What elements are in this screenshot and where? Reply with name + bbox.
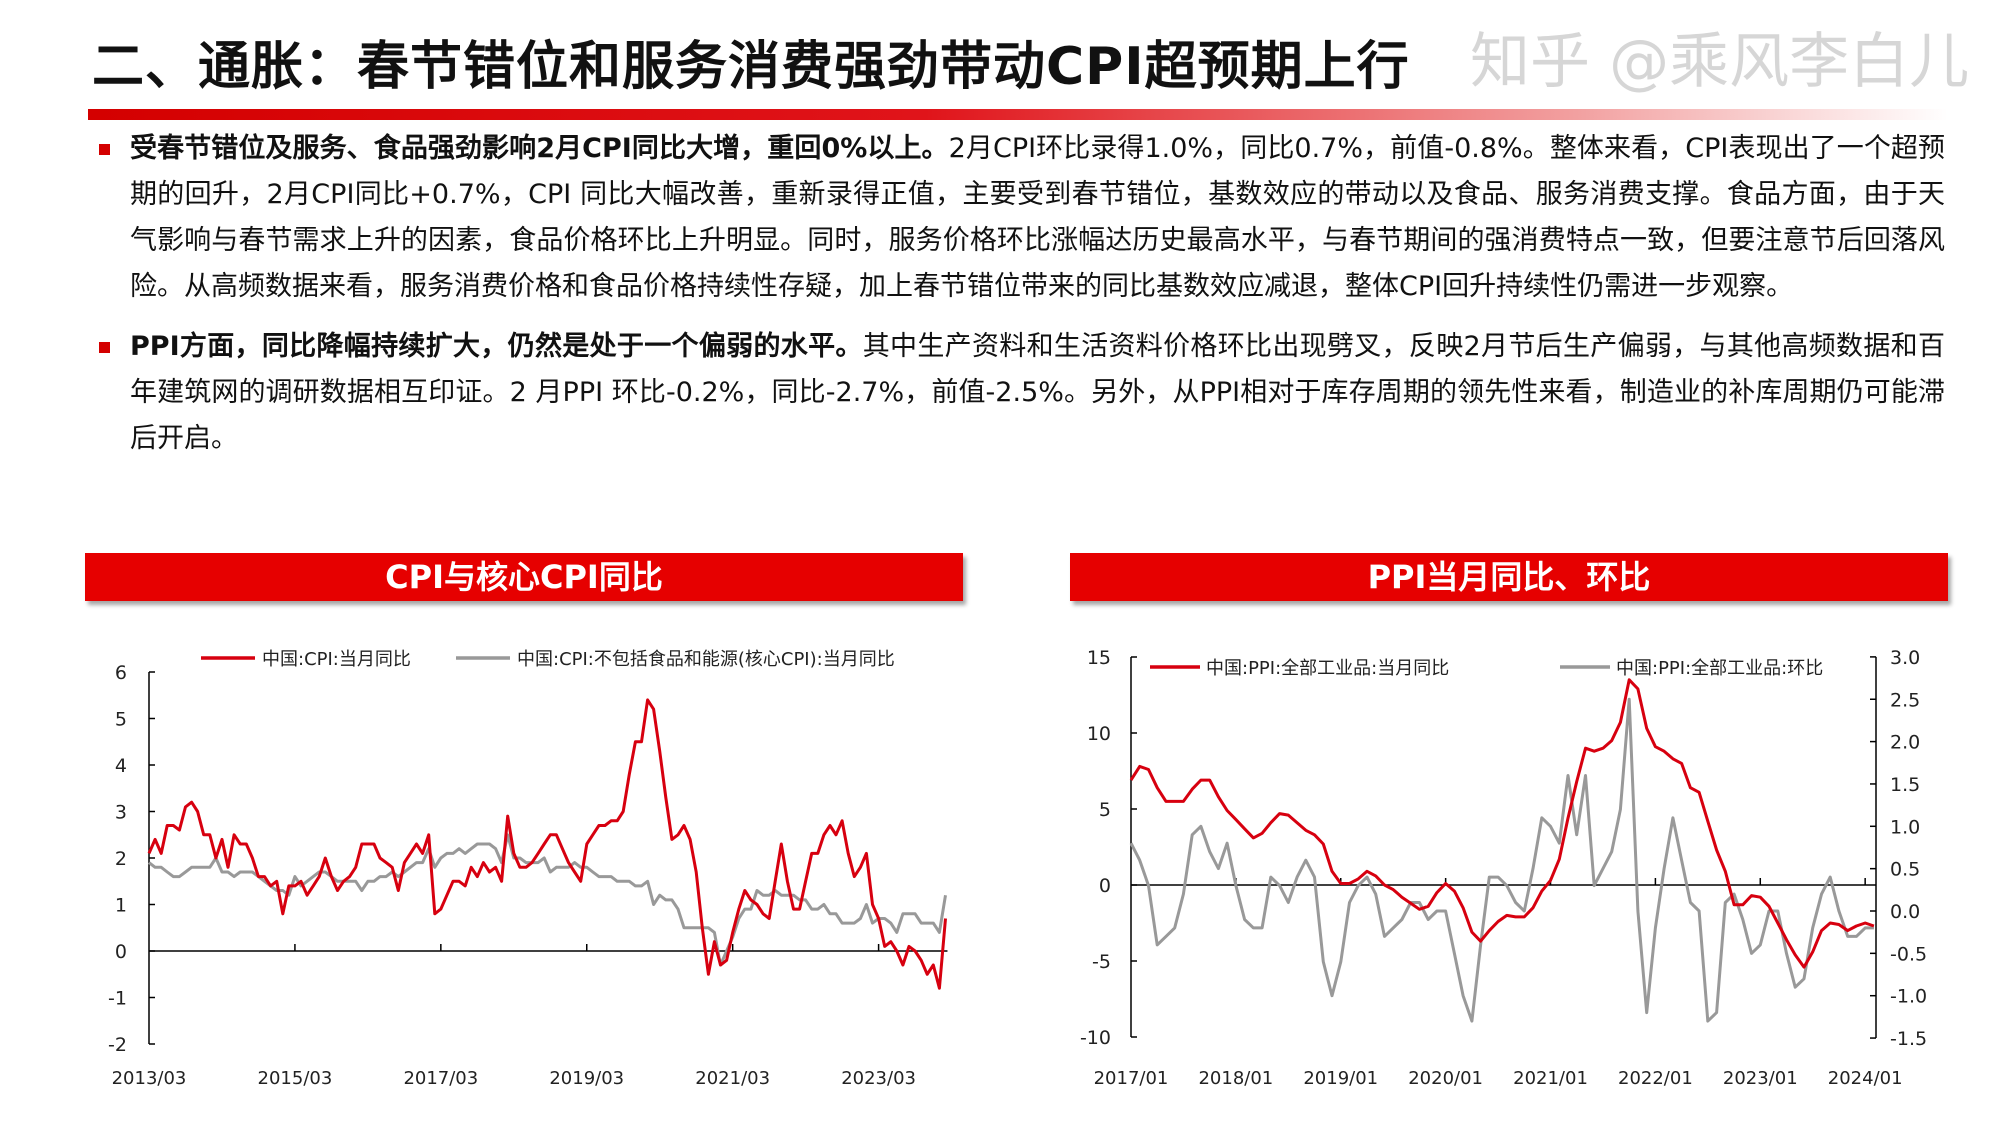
cpi-chart-header: CPI与核心CPI同比: [85, 553, 963, 601]
ppi-x-tick-label: 2017/01: [1094, 1068, 1169, 1089]
ppi-x-tick-label: 2022/01: [1618, 1068, 1693, 1089]
ppi-right-y-tick-label: 1.5: [1890, 774, 1920, 796]
ppi-legend-label: 中国:PPI:全部工业品:环比: [1616, 658, 1823, 679]
ppi-right-y-tick-label: 3.0: [1890, 647, 1920, 669]
paragraph-cpi: 受春节错位及服务、食品强劲影响2月CPI同比大增，重回0%以上。2月CPI环比录…: [99, 126, 1945, 310]
ppi-right-y-tick-label: 2.5: [1890, 689, 1920, 711]
title-underline-bar: [88, 109, 1948, 120]
cpi-y-tick-label: 5: [115, 709, 127, 731]
cpi-x-tick-label: 2023/03: [841, 1068, 916, 1089]
cpi-y-tick-label: 2: [115, 848, 127, 870]
cpi-y-tick-label: -1: [108, 988, 127, 1010]
cpi-y-tick-label: 6: [115, 662, 127, 684]
paragraph-cpi-lead: 受春节错位及服务、食品强劲影响2月CPI同比大增，重回0%以上。: [130, 133, 949, 164]
ppi-right-y-tick-label: 2.0: [1890, 732, 1920, 754]
ppi-right-y-tick-label: 1.0: [1890, 816, 1920, 838]
cpi-headline-series-line: [147, 698, 947, 990]
bullet-list: 受春节错位及服务、食品强劲影响2月CPI同比大增，重回0%以上。2月CPI环比录…: [99, 126, 1945, 476]
paragraph-ppi: PPI方面，同比降幅持续扩大，仍然是处于一个偏弱的水平。其中生产资料和生活资料价…: [99, 324, 1945, 462]
cpi-legend-label: 中国:CPI:当月同比: [262, 649, 411, 670]
cpi-y-tick-label: 3: [115, 802, 127, 824]
page-title: 二、通胀：春节错位和服务消费强劲带动CPI超预期上行: [92, 37, 1410, 97]
ppi-right-y-tick-label: 0.0: [1890, 901, 1920, 923]
ppi-chart-header: PPI当月同比、环比: [1070, 553, 1948, 601]
paragraph-ppi-lead: PPI方面，同比降幅持续扩大，仍然是处于一个偏弱的水平。: [130, 331, 863, 362]
ppi-x-tick-label: 2021/01: [1513, 1068, 1588, 1089]
cpi-y-tick-label: 0: [115, 941, 127, 963]
ppi-left-y-tick-label: 15: [1087, 647, 1111, 669]
watermark: 知乎 @乘风李白儿: [1470, 27, 1970, 97]
ppi-left-y-tick-label: 5: [1099, 799, 1111, 821]
ppi-right-y-tick-label: -1.0: [1890, 986, 1927, 1008]
ppi-x-tick-label: 2020/01: [1408, 1068, 1483, 1089]
cpi-x-tick-label: 2013/03: [112, 1068, 187, 1089]
ppi-x-tick-label: 2019/01: [1303, 1068, 1378, 1089]
bullet-square-icon: [99, 342, 110, 353]
cpi-x-tick-label: 2015/03: [258, 1068, 333, 1089]
ppi-left-y-tick-label: 10: [1087, 723, 1111, 745]
cpi-y-tick-label: 4: [115, 755, 127, 777]
ppi-yoy-series-line: [1129, 678, 1875, 969]
ppi-right-y-tick-label: -1.5: [1890, 1028, 1927, 1050]
cpi-y-tick-label: -2: [108, 1034, 127, 1056]
ppi-x-tick-label: 2023/01: [1723, 1068, 1798, 1089]
ppi-x-tick-label: 2018/01: [1198, 1068, 1273, 1089]
ppi-left-y-tick-label: -5: [1092, 951, 1111, 973]
bullet-square-icon: [99, 144, 110, 155]
ppi-mom-series-line: [1129, 697, 1874, 1023]
ppi-right-y-tick-label: 0.5: [1890, 859, 1920, 881]
ppi-left-y-tick-label: 0: [1099, 875, 1111, 897]
ppi-right-y-tick-label: -0.5: [1890, 943, 1927, 965]
cpi-x-tick-label: 2021/03: [695, 1068, 770, 1089]
cpi-legend-label: 中国:CPI:不包括食品和能源(核心CPI):当月同比: [517, 649, 895, 670]
cpi-core-series-line: [148, 833, 947, 967]
ppi-x-tick-label: 2024/01: [1828, 1068, 1903, 1089]
ppi-legend-label: 中国:PPI:全部工业品:当月同比: [1206, 658, 1449, 679]
paragraph-cpi-body: 2月CPI环比录得1.0%，同比0.7%，前值-0.8%。整体来看，CPI表现出…: [130, 133, 1945, 302]
cpi-x-tick-label: 2017/03: [403, 1068, 478, 1089]
paragraph-ppi-body: 其中生产资料和生活资料价格环比出现劈叉，反映2月节后生产偏弱，与其他高频数据和百…: [130, 331, 1945, 454]
cpi-y-tick-label: 1: [115, 895, 127, 917]
ppi-left-y-tick-label: -10: [1080, 1027, 1111, 1049]
cpi-x-tick-label: 2019/03: [549, 1068, 624, 1089]
